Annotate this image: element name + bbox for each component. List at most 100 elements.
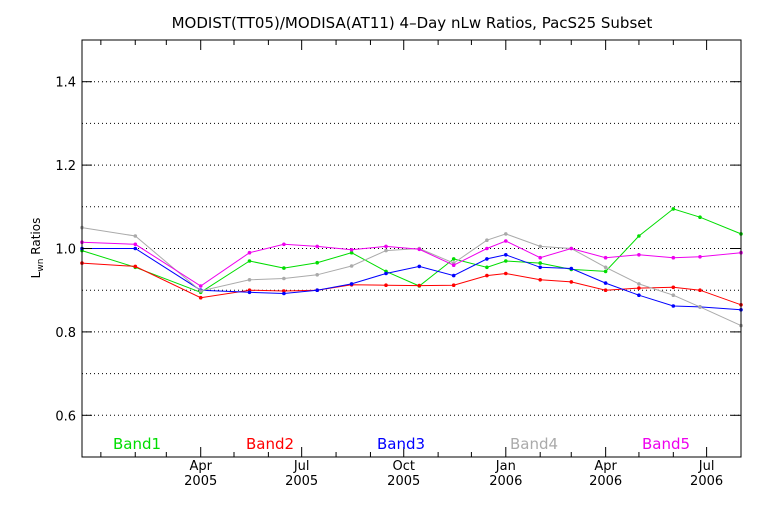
y-axis-label-sub: wn bbox=[36, 259, 46, 272]
data-point bbox=[569, 280, 574, 284]
data-point bbox=[637, 253, 641, 257]
data-point bbox=[247, 290, 252, 295]
data-point bbox=[349, 282, 354, 286]
x-tick-label-year: 2006 bbox=[589, 474, 622, 489]
data-point bbox=[671, 255, 676, 260]
data-point bbox=[198, 284, 203, 288]
legend-entry-band2: Band2 bbox=[246, 435, 294, 453]
data-point bbox=[451, 283, 456, 288]
data-point bbox=[133, 264, 138, 269]
data-point bbox=[504, 271, 508, 276]
x-tick-label-month: Apr bbox=[594, 459, 617, 474]
x-tick-label-month: Apr bbox=[189, 459, 212, 474]
data-point bbox=[384, 271, 388, 276]
x-tick-label-year: 2005 bbox=[285, 474, 318, 489]
series-line-band4 bbox=[81, 227, 742, 327]
data-point bbox=[671, 293, 676, 298]
x-tick-label-month: Jul bbox=[698, 459, 715, 474]
data-point bbox=[698, 254, 702, 259]
data-point bbox=[569, 246, 574, 251]
y-axis-label: Lwn Ratios bbox=[29, 218, 46, 279]
axis-layer: 0.60.81.01.21.4Apr2005Jul2005Oct2005Jan2… bbox=[55, 40, 741, 489]
data-point bbox=[417, 283, 422, 288]
data-point bbox=[198, 295, 203, 300]
data-point bbox=[671, 285, 676, 290]
series-line-band5 bbox=[81, 240, 742, 287]
y-tick-label: 0.6 bbox=[55, 409, 76, 424]
x-tick-label-year: 2005 bbox=[184, 474, 217, 489]
data-point bbox=[315, 288, 320, 293]
data-point bbox=[485, 273, 489, 278]
data-point bbox=[451, 257, 456, 261]
data-point bbox=[282, 289, 286, 293]
data-point bbox=[349, 250, 354, 255]
data-point bbox=[637, 282, 641, 286]
y-tick-label: 1.0 bbox=[55, 243, 76, 258]
data-point bbox=[133, 234, 138, 238]
data-point bbox=[198, 289, 203, 293]
data-point bbox=[247, 250, 252, 255]
data-point bbox=[538, 255, 542, 260]
y-tick-label: 1.2 bbox=[55, 159, 76, 174]
data-point bbox=[698, 215, 702, 219]
data-point bbox=[485, 238, 489, 242]
data-point bbox=[603, 288, 608, 293]
data-point bbox=[133, 246, 138, 251]
data-point bbox=[349, 248, 354, 252]
data-point bbox=[349, 264, 354, 268]
data-point bbox=[603, 281, 608, 285]
y-tick-label: 0.8 bbox=[55, 326, 76, 341]
data-point bbox=[282, 291, 286, 296]
series-line-band2 bbox=[81, 262, 742, 306]
data-point bbox=[603, 269, 608, 274]
data-point bbox=[315, 260, 320, 265]
x-tick-label-month: Jul bbox=[293, 459, 310, 474]
data-point bbox=[671, 304, 676, 308]
legend-entry-band3: Band3 bbox=[377, 435, 425, 453]
data-point bbox=[538, 278, 542, 282]
data-point bbox=[671, 207, 676, 211]
data-point bbox=[637, 293, 641, 298]
data-point bbox=[538, 244, 542, 249]
data-point bbox=[637, 286, 641, 290]
data-point bbox=[282, 266, 286, 270]
x-tick-label-month: Oct bbox=[392, 459, 414, 474]
data-point bbox=[384, 244, 388, 249]
data-point bbox=[504, 259, 508, 263]
data-point bbox=[282, 242, 286, 247]
series-line-band1 bbox=[81, 208, 742, 293]
data-point bbox=[538, 261, 542, 265]
data-point bbox=[485, 265, 489, 270]
data-point bbox=[451, 273, 456, 278]
legend-entry-band4: Band4 bbox=[510, 435, 558, 453]
series-line-band3 bbox=[82, 248, 742, 311]
data-point bbox=[485, 246, 489, 251]
x-tick-label-year: 2006 bbox=[489, 474, 522, 489]
x-tick-label-month: Jan bbox=[495, 459, 516, 474]
data-point bbox=[603, 265, 608, 270]
x-tick-label-year: 2005 bbox=[387, 474, 420, 489]
y-axis-label-main: L bbox=[29, 271, 43, 278]
data-point bbox=[698, 305, 702, 309]
y-tick-label: 1.4 bbox=[55, 76, 76, 91]
data-point bbox=[417, 247, 422, 252]
data-point bbox=[451, 263, 456, 268]
data-point bbox=[384, 283, 388, 288]
data-point bbox=[504, 253, 508, 257]
legend-entry-band5: Band5 bbox=[642, 435, 690, 453]
data-point bbox=[384, 248, 388, 253]
data-point bbox=[247, 259, 252, 263]
x-tick-label-year: 2006 bbox=[690, 474, 723, 489]
data-point bbox=[282, 276, 286, 281]
data-point bbox=[504, 232, 508, 236]
data-point bbox=[538, 265, 542, 270]
data-point bbox=[133, 242, 138, 247]
chart-title: MODIST(TT05)/MODISA(AT11) 4–Day nLw Rati… bbox=[172, 14, 653, 32]
data-point bbox=[247, 278, 252, 282]
data-point bbox=[417, 264, 422, 269]
data-point bbox=[504, 239, 508, 243]
y-axis-label-rest: Ratios bbox=[29, 218, 43, 259]
data-point bbox=[315, 273, 320, 277]
series-layer bbox=[80, 207, 743, 328]
